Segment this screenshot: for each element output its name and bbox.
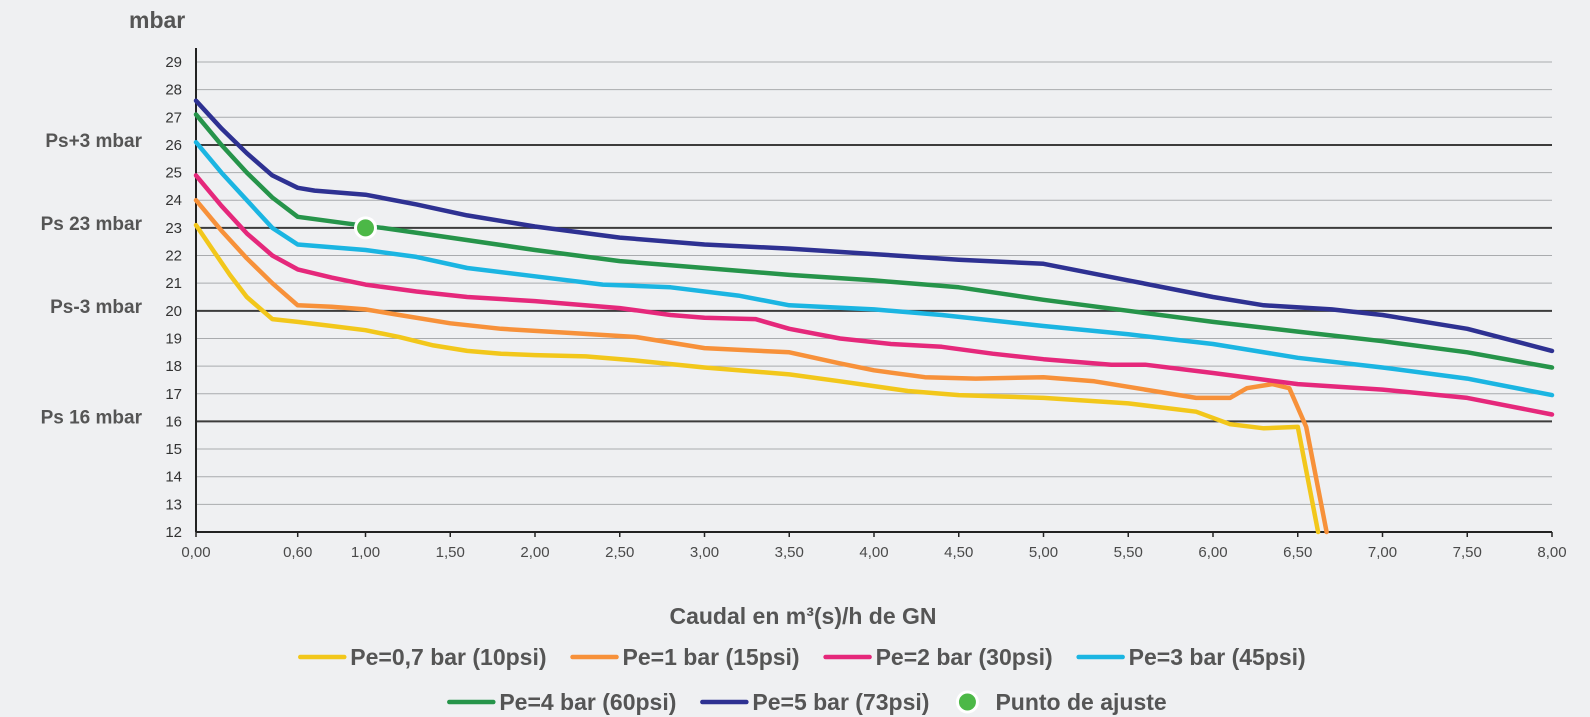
y-tick-label: 18 bbox=[165, 358, 182, 375]
y-tick-label: 27 bbox=[165, 109, 182, 126]
x-tick-label: 5,50 bbox=[1114, 544, 1143, 561]
legend-label: Pe=4 bar (60psi) bbox=[499, 689, 676, 715]
y-tick-label: 16 bbox=[165, 413, 182, 430]
x-tick-label: 0,60 bbox=[283, 544, 312, 561]
reference-label: Ps-3 mbar bbox=[50, 297, 142, 318]
y-tick-label: 26 bbox=[165, 137, 182, 154]
y-tick-label: 13 bbox=[165, 496, 182, 513]
y-tick-label: 15 bbox=[165, 441, 182, 458]
series-line-1 bbox=[193, 222, 1321, 535]
x-tick-label: 4,50 bbox=[944, 544, 973, 561]
x-tick-label: 3,00 bbox=[690, 544, 719, 561]
y-tick-label: 12 bbox=[165, 524, 182, 541]
y-axis-title: mbar bbox=[129, 7, 185, 33]
x-tick-label: 0,00 bbox=[181, 544, 210, 561]
reference-label: Ps+3 mbar bbox=[45, 131, 142, 152]
y-tick-label: 29 bbox=[165, 54, 182, 71]
y-tick-label: 14 bbox=[165, 469, 182, 486]
y-tick-label: 21 bbox=[165, 275, 182, 292]
x-tick-label: 8,00 bbox=[1537, 544, 1566, 561]
legend-label: Pe=2 bar (30psi) bbox=[876, 644, 1053, 670]
y-tick-label: 25 bbox=[165, 165, 182, 182]
x-tick-label: 2,00 bbox=[520, 544, 549, 561]
legend-label: Pe=3 bar (45psi) bbox=[1129, 644, 1306, 670]
y-tick-label: 17 bbox=[165, 386, 182, 403]
y-tick-label: 20 bbox=[165, 303, 182, 320]
x-tick-label: 1,00 bbox=[351, 544, 380, 561]
x-tick-label: 4,00 bbox=[859, 544, 888, 561]
x-tick-label: 1,50 bbox=[436, 544, 465, 561]
y-tick-label: 19 bbox=[165, 330, 182, 347]
series-line-3 bbox=[193, 173, 1555, 417]
series-line-6 bbox=[193, 98, 1555, 354]
y-tick-label: 24 bbox=[165, 192, 182, 209]
series-line-2 bbox=[193, 197, 1329, 535]
x-tick-label: 7,00 bbox=[1368, 544, 1397, 561]
y-tick-label: 28 bbox=[165, 82, 182, 99]
x-tick-label: 5,00 bbox=[1029, 544, 1058, 561]
reference-label: Ps 23 mbar bbox=[41, 214, 143, 235]
series-line-5 bbox=[193, 112, 1555, 370]
adjustment-point-marker bbox=[354, 216, 377, 240]
legend-label: Pe=1 bar (15psi) bbox=[623, 644, 800, 670]
x-axis-title: Caudal en m³(s)/h de GN bbox=[669, 603, 936, 629]
reference-label: Ps 16 mbar bbox=[41, 407, 143, 428]
y-tick-label: 22 bbox=[165, 248, 182, 265]
legend-swatch-marker bbox=[955, 690, 979, 714]
legend-label: Pe=5 bar (73psi) bbox=[752, 689, 929, 715]
legend-label: Pe=0,7 bar (10psi) bbox=[350, 644, 546, 670]
y-tick-label: 23 bbox=[165, 220, 182, 237]
x-tick-label: 2,50 bbox=[605, 544, 634, 561]
x-tick-label: 3,50 bbox=[775, 544, 804, 561]
series-line-4 bbox=[193, 139, 1555, 398]
x-tick-label: 6,00 bbox=[1198, 544, 1227, 561]
legend-label: Punto de ajuste bbox=[995, 689, 1166, 715]
x-tick-label: 6,50 bbox=[1283, 544, 1312, 561]
x-tick-label: 7,50 bbox=[1453, 544, 1482, 561]
